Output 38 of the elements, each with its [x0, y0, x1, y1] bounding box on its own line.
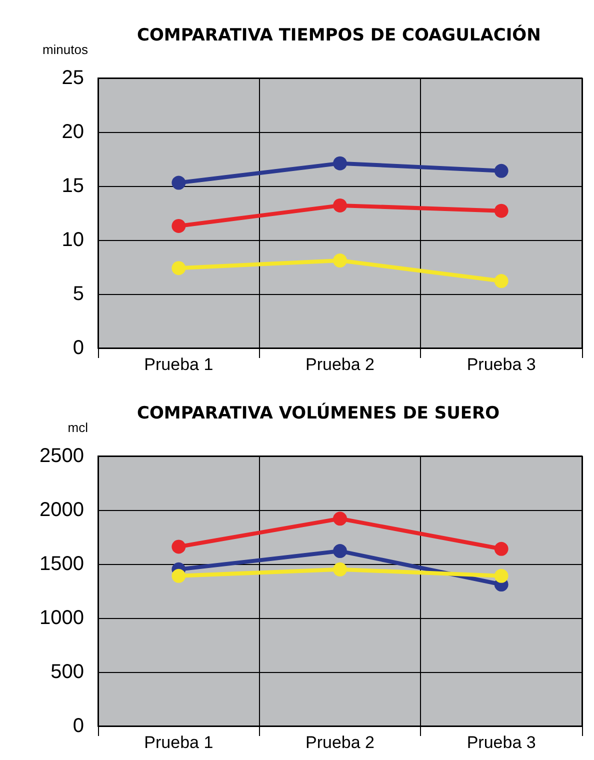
- point: [494, 542, 508, 556]
- x-tick-label: Prueba 1: [144, 733, 214, 752]
- y-tick-label: 20: [62, 121, 84, 143]
- y-axis-title: mcl: [68, 420, 88, 435]
- chart-title: COMPARATIVA TIEMPOS DE COAGULACIÓN: [137, 24, 541, 46]
- x-tick-label: Prueba 2: [306, 355, 374, 374]
- point: [172, 261, 186, 276]
- point: [494, 274, 508, 288]
- y-tick-label: 2500: [40, 445, 84, 467]
- point: [494, 568, 508, 583]
- y-tick-label: 1000: [40, 607, 84, 629]
- y-tick-label: 25: [62, 67, 84, 89]
- point: [333, 562, 347, 576]
- y-tick-label: 5: [72, 283, 84, 305]
- y-tick-label: 0: [72, 715, 84, 737]
- point: [333, 156, 347, 170]
- y-tick-label: 0: [72, 337, 84, 359]
- point: [172, 218, 186, 233]
- y-tick-label: 10: [62, 229, 84, 251]
- x-tick-label: Prueba 1: [144, 355, 214, 374]
- x-tick-label: Prueba 3: [466, 355, 536, 374]
- point: [172, 540, 186, 554]
- point: [333, 544, 347, 558]
- y-tick-label: 500: [50, 661, 84, 683]
- point: [494, 204, 508, 218]
- point: [494, 164, 508, 178]
- point: [333, 198, 347, 212]
- y-tick-label: 2000: [40, 499, 84, 521]
- y-tick-label: 1500: [40, 553, 84, 575]
- y-tick-label: 15: [62, 175, 84, 197]
- x-tick-label: Prueba 2: [306, 733, 374, 752]
- point: [172, 568, 186, 583]
- chart-title: COMPARATIVA VOLÚMENES DE SUERO: [137, 402, 500, 424]
- point: [172, 176, 186, 190]
- x-tick-label: Prueba 3: [466, 733, 536, 752]
- y-axis-title: minutos: [42, 42, 88, 57]
- point: [333, 254, 347, 268]
- point: [333, 512, 347, 526]
